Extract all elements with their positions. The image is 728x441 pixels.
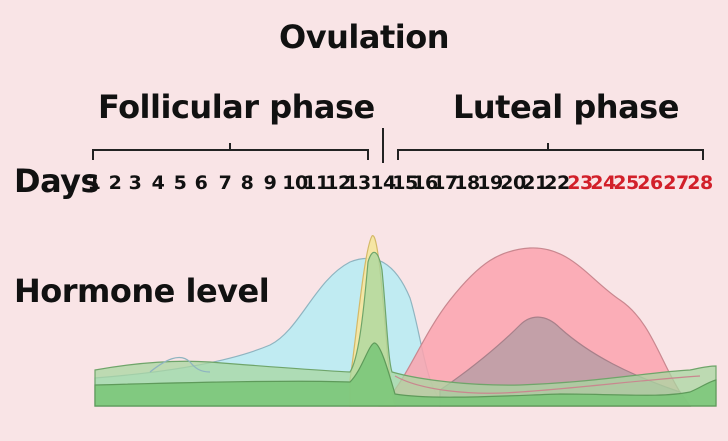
- follicular-phase-label: Follicular phase: [98, 88, 375, 126]
- day-27: 27: [663, 172, 689, 194]
- green-hormone-curve-a: [94, 251, 717, 407]
- day-28: 28: [687, 172, 713, 194]
- days-label: Days: [14, 162, 100, 200]
- day-20: 20: [500, 172, 526, 194]
- day-23: 23: [567, 172, 593, 194]
- green-hormone-curve-b: [94, 342, 717, 407]
- day-26: 26: [637, 172, 663, 194]
- day-16: 16: [412, 172, 438, 194]
- day-2: 2: [108, 172, 122, 194]
- day-3: 3: [128, 172, 142, 194]
- follicular-bracket: [92, 143, 369, 160]
- day-22: 22: [544, 172, 570, 194]
- day-4: 4: [151, 172, 165, 194]
- title-ovulation: Ovulation: [279, 18, 449, 56]
- hormone-level-label: Hormone level: [14, 272, 270, 310]
- luteal-phase-label: Luteal phase: [453, 88, 679, 126]
- day-13: 13: [345, 172, 371, 194]
- day-1: 1: [87, 172, 101, 194]
- day-19: 19: [477, 172, 503, 194]
- day-14: 14: [370, 172, 396, 194]
- day-6: 6: [194, 172, 208, 194]
- day-21: 21: [522, 172, 548, 194]
- luteal-bracket: [397, 143, 704, 160]
- day-10: 10: [282, 172, 308, 194]
- day-11: 11: [303, 172, 329, 194]
- day-24: 24: [590, 172, 616, 194]
- day-5: 5: [173, 172, 187, 194]
- day-17: 17: [432, 172, 458, 194]
- red-outline-low: [394, 375, 701, 394]
- day-25: 25: [613, 172, 639, 194]
- day-15: 15: [392, 172, 418, 194]
- day-12: 12: [325, 172, 351, 194]
- day-18: 18: [454, 172, 480, 194]
- blue-small-bump: [149, 357, 211, 373]
- day-7: 7: [218, 172, 232, 194]
- day-9: 9: [263, 172, 277, 194]
- day-8: 8: [240, 172, 254, 194]
